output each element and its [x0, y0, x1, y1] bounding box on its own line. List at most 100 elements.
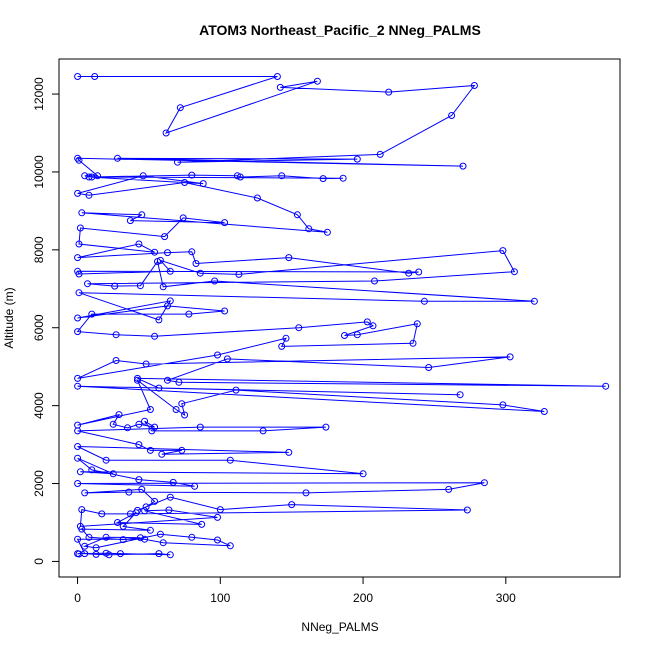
- data-point: [166, 493, 174, 501]
- data-point: [119, 522, 127, 530]
- data-point: [112, 357, 120, 364]
- data-point: [92, 544, 100, 552]
- data-point: [75, 270, 83, 278]
- data-point: [74, 73, 82, 80]
- data-point: [114, 154, 121, 162]
- data-point: [175, 378, 183, 386]
- data-point: [288, 501, 296, 509]
- data-point: [235, 270, 243, 278]
- y-tick-label: 4000: [32, 392, 46, 419]
- data-point: [285, 448, 293, 456]
- data-point: [88, 310, 96, 318]
- data-point: [102, 456, 110, 464]
- data-point: [85, 173, 93, 181]
- y-axis-label: Altitude (m): [2, 287, 16, 348]
- data-point: [102, 533, 110, 541]
- data-point: [155, 384, 163, 392]
- data-point: [363, 318, 371, 326]
- data-point: [273, 73, 281, 80]
- data-point: [136, 282, 144, 290]
- data-point: [146, 406, 154, 413]
- data-point: [111, 282, 119, 290]
- data-point: [226, 542, 234, 550]
- data-point: [74, 535, 82, 543]
- data-point: [74, 154, 82, 162]
- data-point: [371, 277, 378, 285]
- x-axis: 0 100 200 300: [74, 577, 516, 605]
- data-point: [81, 542, 89, 550]
- data-point: [134, 376, 141, 384]
- data-point: [139, 172, 147, 180]
- data-point: [75, 240, 83, 248]
- data-point: [74, 189, 82, 197]
- data-point: [165, 506, 173, 514]
- data-point: [285, 254, 293, 262]
- data-point: [188, 171, 196, 179]
- data-point: [158, 450, 166, 458]
- data-point: [141, 507, 149, 515]
- data-point: [376, 150, 384, 158]
- data-point: [463, 506, 471, 514]
- data-point: [540, 408, 548, 415]
- data-point: [76, 224, 84, 232]
- data-point: [88, 173, 96, 181]
- data-point: [166, 267, 174, 275]
- data-point: [124, 424, 131, 432]
- data-point: [214, 536, 221, 544]
- data-point: [253, 194, 261, 202]
- data-point: [84, 280, 91, 288]
- data-point: [78, 209, 86, 217]
- data-point: [134, 374, 141, 382]
- data-point: [102, 549, 110, 557]
- data-point: [323, 228, 331, 236]
- data-point: [192, 260, 200, 267]
- data-point: [385, 88, 393, 96]
- data-point: [138, 485, 146, 493]
- data-point: [420, 297, 428, 305]
- data-point: [142, 503, 150, 511]
- data-point: [198, 520, 206, 528]
- data-point: [88, 466, 96, 474]
- y-tick-label: 0: [32, 558, 46, 565]
- data-point: [226, 456, 234, 464]
- data-point: [81, 489, 89, 497]
- data-point: [74, 480, 82, 487]
- data-point: [425, 364, 433, 371]
- data-point: [135, 240, 143, 248]
- data-point: [185, 310, 193, 318]
- data-point: [341, 332, 348, 339]
- data-point: [151, 332, 159, 340]
- y-tick-label: 6000: [32, 314, 46, 341]
- data-point: [199, 180, 207, 188]
- data-point: [359, 470, 367, 478]
- data-point: [305, 225, 313, 233]
- data-point: [81, 172, 89, 180]
- data-point: [151, 497, 159, 505]
- data-point: [75, 289, 83, 297]
- data-point: [78, 506, 86, 514]
- data-point: [114, 519, 121, 526]
- chart-title: ATOM3 Northeast_Pacific_2 NNeg_PALMS: [199, 22, 481, 38]
- data-point: [115, 411, 123, 419]
- data-point: [74, 443, 82, 450]
- x-tick-label: 200: [353, 591, 373, 605]
- data-series: [74, 73, 610, 559]
- y-tick-label: 8000: [32, 236, 46, 263]
- data-point: [98, 510, 106, 518]
- data-point: [313, 77, 321, 85]
- data-point: [530, 297, 538, 305]
- data-point: [232, 386, 240, 394]
- data-point: [74, 382, 82, 390]
- plot-frame: [58, 58, 621, 578]
- data-point: [278, 172, 286, 180]
- data-point: [211, 277, 219, 285]
- data-point: [74, 374, 82, 382]
- data-point: [259, 427, 267, 435]
- data-point: [135, 441, 143, 449]
- data-point: [146, 526, 154, 534]
- data-point: [178, 446, 186, 454]
- x-tick-label: 300: [496, 591, 516, 605]
- data-point: [415, 268, 423, 276]
- data-point: [142, 360, 150, 368]
- data-point: [154, 258, 161, 265]
